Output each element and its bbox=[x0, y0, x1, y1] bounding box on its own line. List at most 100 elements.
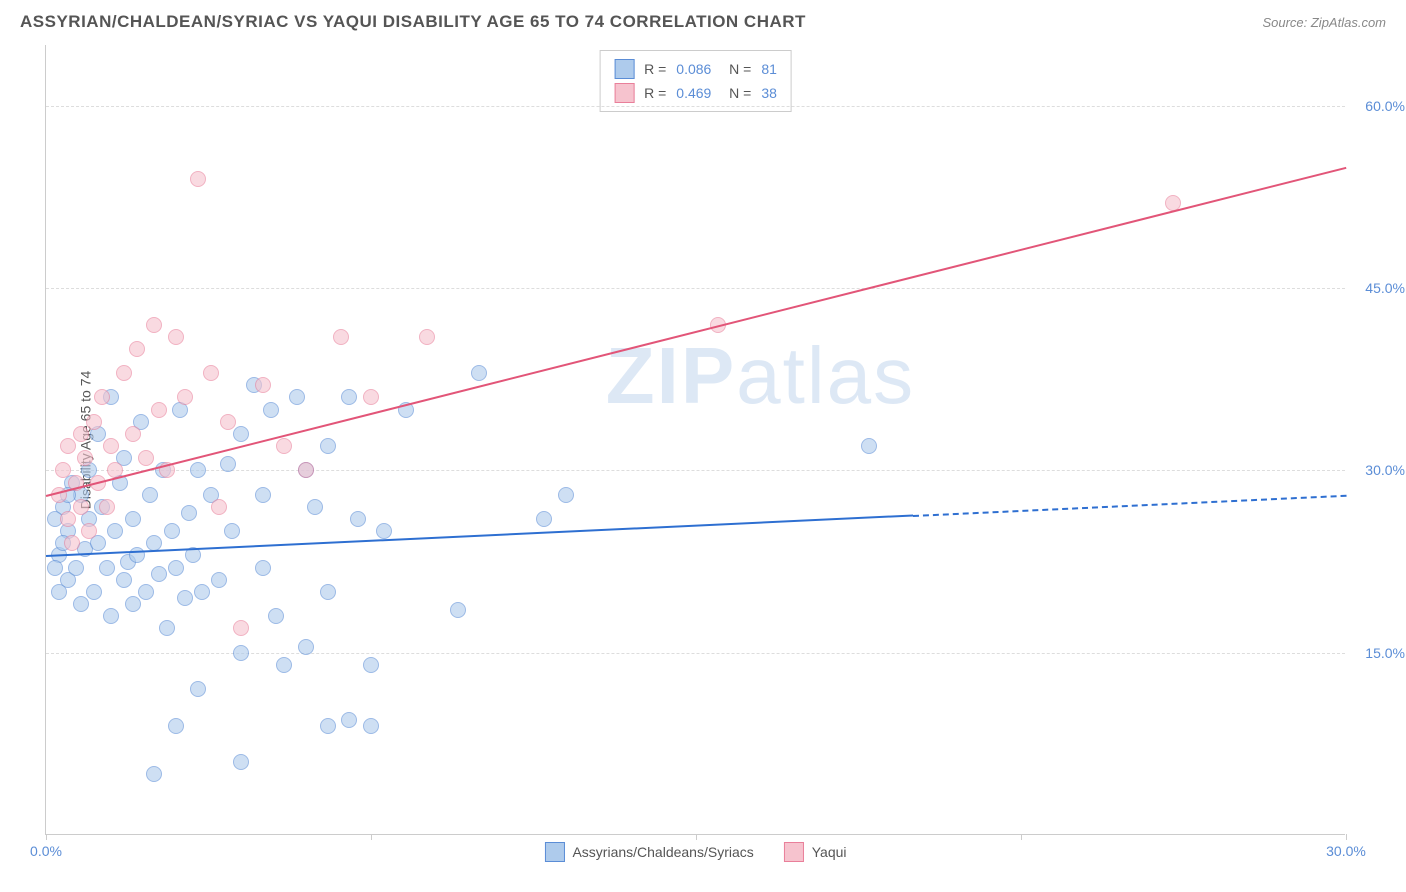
scatter-point bbox=[333, 329, 349, 345]
scatter-point bbox=[220, 456, 236, 472]
x-tick-mark bbox=[1346, 834, 1347, 840]
scatter-point bbox=[138, 450, 154, 466]
legend-n-value: 38 bbox=[761, 85, 777, 101]
watermark-atlas: atlas bbox=[736, 331, 915, 420]
legend-label: Yaqui bbox=[812, 844, 847, 860]
scatter-point bbox=[298, 462, 314, 478]
scatter-point bbox=[103, 608, 119, 624]
scatter-point bbox=[73, 499, 89, 515]
legend-r-label: R = bbox=[644, 85, 666, 101]
scatter-point bbox=[168, 560, 184, 576]
scatter-point bbox=[363, 657, 379, 673]
scatter-point bbox=[116, 572, 132, 588]
x-tick-label: 0.0% bbox=[30, 843, 62, 859]
scatter-point bbox=[233, 426, 249, 442]
legend-n-value: 81 bbox=[761, 61, 777, 77]
scatter-point bbox=[558, 487, 574, 503]
scatter-point bbox=[168, 718, 184, 734]
scatter-point bbox=[177, 590, 193, 606]
scatter-point bbox=[255, 560, 271, 576]
gridline bbox=[46, 106, 1345, 107]
scatter-point bbox=[86, 584, 102, 600]
scatter-point bbox=[450, 602, 466, 618]
scatter-point bbox=[142, 487, 158, 503]
scatter-point bbox=[536, 511, 552, 527]
scatter-point bbox=[211, 499, 227, 515]
legend-swatch bbox=[614, 83, 634, 103]
scatter-point bbox=[116, 365, 132, 381]
scatter-point bbox=[194, 584, 210, 600]
header: ASSYRIAN/CHALDEAN/SYRIAC VS YAQUI DISABI… bbox=[0, 0, 1406, 40]
gridline bbox=[46, 470, 1345, 471]
x-tick-mark bbox=[371, 834, 372, 840]
scatter-point bbox=[276, 657, 292, 673]
source-label: Source: ZipAtlas.com bbox=[1262, 15, 1386, 30]
scatter-point bbox=[289, 389, 305, 405]
legend-swatch bbox=[544, 842, 564, 862]
scatter-point bbox=[255, 377, 271, 393]
scatter-point bbox=[73, 426, 89, 442]
scatter-point bbox=[233, 645, 249, 661]
y-tick-label: 45.0% bbox=[1365, 280, 1405, 296]
scatter-point bbox=[125, 426, 141, 442]
scatter-point bbox=[103, 438, 119, 454]
legend-stat-row: R =0.086 N =81 bbox=[614, 57, 777, 81]
regression-line-dashed bbox=[913, 495, 1346, 517]
scatter-point bbox=[233, 620, 249, 636]
scatter-point bbox=[73, 596, 89, 612]
scatter-point bbox=[181, 505, 197, 521]
scatter-point bbox=[320, 584, 336, 600]
scatter-point bbox=[341, 712, 357, 728]
scatter-point bbox=[64, 535, 80, 551]
gridline bbox=[46, 288, 1345, 289]
legend-item: Yaqui bbox=[784, 842, 847, 862]
watermark: ZIPatlas bbox=[606, 330, 915, 422]
legend-stat-row: R = 0.469 N = 38 bbox=[614, 81, 777, 105]
scatter-point bbox=[211, 572, 227, 588]
scatter-point bbox=[233, 754, 249, 770]
x-tick-mark bbox=[696, 834, 697, 840]
x-tick-mark bbox=[46, 834, 47, 840]
scatter-point bbox=[320, 718, 336, 734]
x-tick-label: 30.0% bbox=[1326, 843, 1366, 859]
legend-stats: R = 0.086 N = 81 R = 0.469 N = 38 bbox=[599, 50, 792, 112]
scatter-point bbox=[471, 365, 487, 381]
scatter-point bbox=[341, 389, 357, 405]
scatter-point bbox=[276, 438, 292, 454]
legend-r-value: 0.469 bbox=[676, 85, 711, 101]
scatter-point bbox=[151, 402, 167, 418]
scatter-point bbox=[99, 560, 115, 576]
y-tick-label: 30.0% bbox=[1365, 462, 1405, 478]
scatter-point bbox=[60, 511, 76, 527]
scatter-point bbox=[60, 438, 76, 454]
legend-r-value: 0.086 bbox=[676, 61, 711, 77]
scatter-point bbox=[350, 511, 366, 527]
chart-area: Disability Age 65 to 74 ZIPatlas R =0.08… bbox=[45, 45, 1345, 835]
scatter-point bbox=[203, 365, 219, 381]
legend-swatch bbox=[614, 59, 634, 79]
scatter-point bbox=[363, 718, 379, 734]
scatter-point bbox=[138, 584, 154, 600]
scatter-point bbox=[129, 341, 145, 357]
scatter-point bbox=[220, 414, 236, 430]
scatter-point bbox=[47, 560, 63, 576]
scatter-point bbox=[298, 639, 314, 655]
scatter-point bbox=[190, 681, 206, 697]
x-tick-mark bbox=[1021, 834, 1022, 840]
scatter-point bbox=[151, 566, 167, 582]
scatter-point bbox=[77, 450, 93, 466]
scatter-point bbox=[168, 329, 184, 345]
scatter-point bbox=[255, 487, 271, 503]
legend-n-label: N = bbox=[721, 61, 751, 77]
scatter-point bbox=[363, 389, 379, 405]
scatter-point bbox=[55, 462, 71, 478]
scatter-point bbox=[164, 523, 180, 539]
y-tick-label: 15.0% bbox=[1365, 645, 1405, 661]
scatter-point bbox=[307, 499, 323, 515]
scatter-point bbox=[177, 389, 193, 405]
scatter-point bbox=[125, 596, 141, 612]
legend-swatch bbox=[784, 842, 804, 862]
legend-bottom: Assyrians/Chaldeans/SyriacsYaqui bbox=[544, 842, 846, 862]
scatter-point bbox=[376, 523, 392, 539]
legend-n-label: N = bbox=[721, 85, 751, 101]
